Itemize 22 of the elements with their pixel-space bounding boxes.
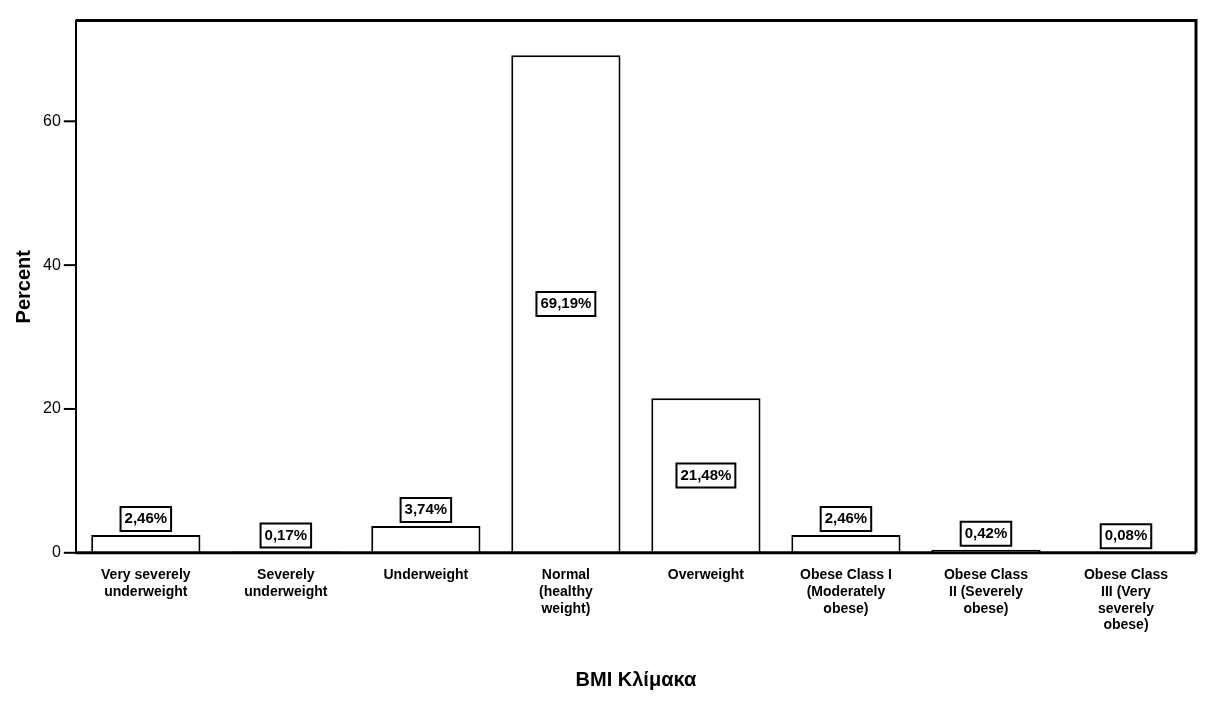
data-label: 2,46%: [824, 509, 868, 527]
data-label: 2,46%: [124, 509, 168, 527]
data-label: 21,48%: [680, 465, 732, 483]
y-axis-title: Percent: [11, 249, 34, 324]
x-tick-label: Severely underweight: [244, 566, 328, 599]
x-tick-label: Underweight: [383, 566, 469, 583]
y-tick-label: 0: [51, 543, 61, 561]
y-tick-label: 40: [43, 255, 61, 273]
x-tick-label: Very severely underweight: [101, 566, 191, 599]
data-label: 0,08%: [1104, 526, 1148, 544]
y-tick-label: 20: [43, 399, 61, 417]
data-label: 0,42%: [964, 523, 1008, 541]
x-tick-label: Obese Class I (Moderately obese): [800, 566, 892, 616]
data-label: 69,19%: [540, 294, 592, 312]
data-label: 3,74%: [404, 500, 448, 518]
x-tick-label: Obese Class II (Severely obese): [943, 566, 1029, 616]
data-label: 0,17%: [264, 525, 308, 543]
x-axis-title: BMI Κλίμακα: [575, 667, 697, 690]
y-tick-label: 60: [43, 111, 61, 129]
x-tick-label: Normal (healthy weight): [539, 566, 593, 616]
x-tick-label: Obese Class III (Very severely obese): [1083, 566, 1169, 633]
x-tick-label: Overweight: [667, 566, 745, 583]
